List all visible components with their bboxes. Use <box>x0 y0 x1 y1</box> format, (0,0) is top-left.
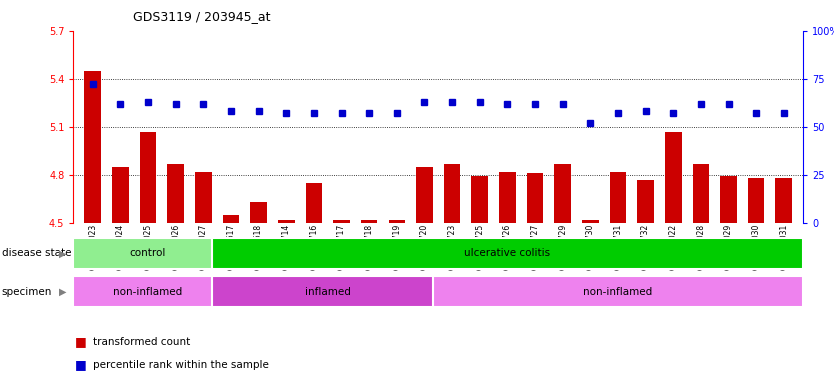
Bar <box>471 176 488 223</box>
Text: percentile rank within the sample: percentile rank within the sample <box>93 360 269 370</box>
Text: specimen: specimen <box>2 287 52 297</box>
Text: ▶: ▶ <box>59 287 67 297</box>
Bar <box>112 167 128 223</box>
Bar <box>499 172 515 223</box>
Bar <box>748 178 765 223</box>
Bar <box>212 276 444 307</box>
Text: non-inflamed: non-inflamed <box>583 287 652 297</box>
Bar <box>73 238 223 269</box>
Bar <box>721 176 736 223</box>
Text: GDS3119 / 203945_at: GDS3119 / 203945_at <box>133 10 271 23</box>
Text: ulcerative colitis: ulcerative colitis <box>465 248 550 258</box>
Bar <box>361 220 378 223</box>
Bar <box>195 172 212 223</box>
Bar <box>527 173 543 223</box>
Bar <box>610 172 626 223</box>
Bar <box>212 238 803 269</box>
Bar <box>140 131 156 223</box>
Bar <box>73 276 223 307</box>
Bar <box>416 167 433 223</box>
Bar <box>334 220 349 223</box>
Bar <box>665 131 681 223</box>
Text: ■: ■ <box>75 358 87 371</box>
Text: control: control <box>130 248 166 258</box>
Bar <box>223 215 239 223</box>
Bar <box>582 220 599 223</box>
Bar <box>168 164 184 223</box>
Bar <box>250 202 267 223</box>
Bar <box>776 178 792 223</box>
Bar <box>555 164 571 223</box>
Bar <box>305 183 322 223</box>
Bar <box>84 71 101 223</box>
Text: disease state: disease state <box>2 248 71 258</box>
Bar <box>389 220 405 223</box>
Bar <box>692 164 709 223</box>
Text: non-inflamed: non-inflamed <box>113 287 183 297</box>
Text: inflamed: inflamed <box>304 287 350 297</box>
Text: transformed count: transformed count <box>93 337 191 347</box>
Bar <box>637 180 654 223</box>
Bar <box>444 164 460 223</box>
Bar <box>278 220 294 223</box>
Text: ▶: ▶ <box>59 248 67 258</box>
Bar <box>433 276 803 307</box>
Text: ■: ■ <box>75 335 87 348</box>
